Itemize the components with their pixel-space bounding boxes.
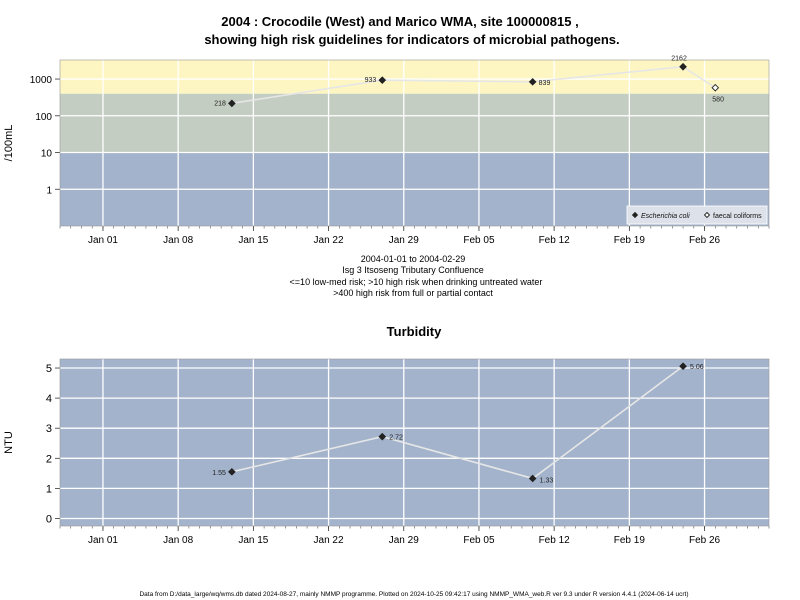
data-point-marker — [711, 83, 720, 92]
x-tick-label: Jan 01 — [88, 535, 118, 546]
legend-entry: faecal coliforms — [713, 213, 762, 220]
y-tick-label: 1 — [46, 185, 52, 196]
x-tick-label: Jan 08 — [163, 235, 193, 246]
series-line — [231, 365, 684, 480]
annotation-site: Isg 3 Itsoseng Tributary Confluence — [342, 265, 484, 275]
x-tick-label: Feb 26 — [689, 535, 721, 546]
data-point-marker — [228, 99, 236, 108]
plot-frame — [59, 358, 770, 527]
x-tick-label: Jan 29 — [389, 535, 419, 546]
chart-title-line2: showing high risk guidelines for indicat… — [204, 32, 619, 47]
x-tick-label: Feb 05 — [463, 235, 495, 246]
x-tick-label: Jan 08 — [163, 535, 193, 546]
y-tick-label: 3 — [46, 423, 52, 435]
microbial-panel: Jan 01 Jan 08 Jan 15 Jan 22 Jan 29 Feb 05 Feb … — [3, 56, 770, 246]
x-tick-label: Feb 12 — [539, 535, 571, 546]
data-label: 933 — [365, 77, 377, 84]
data-label: 2.72 — [389, 435, 403, 442]
x-tick-label: Jan 15 — [238, 535, 268, 546]
data-point-marker — [528, 78, 537, 86]
y-axis-label: /100mL — [3, 125, 15, 162]
x-tick-label: Feb 26 — [689, 235, 721, 246]
y-tick-label: 4 — [46, 393, 52, 405]
y-axis-label: NTU — [3, 431, 15, 454]
legend-box — [626, 205, 768, 225]
legend-entry: Escherichia coli — [641, 213, 690, 220]
data-point-marker — [679, 62, 687, 71]
chart-title-line1: 2004 : Crocodile (West) and Marico WMA, … — [221, 14, 578, 29]
data-point-marker — [228, 468, 236, 476]
x-tick-label: Jan 22 — [314, 535, 344, 546]
turbidity-title: Turbidity — [387, 324, 442, 339]
annotation-low-risk: <=10 low-med risk; >10 high risk when dr… — [290, 277, 543, 287]
data-label: 1.55 — [212, 470, 226, 477]
data-label: 580 — [712, 97, 724, 104]
data-label: 218 — [214, 100, 226, 107]
x-tick-label: Jan 15 — [238, 235, 268, 246]
plot-background — [60, 359, 769, 526]
y-tick-label: 1000 — [30, 75, 53, 86]
legend-marker — [631, 211, 639, 219]
data-label: 1.33 — [540, 477, 554, 484]
annotation-date-range: 2004-01-01 to 2004-02-29 — [361, 254, 466, 264]
data-point-marker — [378, 432, 387, 441]
data-label: 5.06 — [690, 364, 704, 371]
legend: Escherichia coli faecal coliforms — [626, 205, 768, 225]
plot-frame — [59, 59, 770, 227]
risk-band-2 — [60, 60, 769, 94]
data-label: 839 — [539, 80, 551, 87]
x-tick-label: Jan 22 — [314, 235, 344, 246]
data-label: 2162 — [671, 56, 687, 63]
x-tick-label: Jan 01 — [88, 235, 118, 246]
data-point-marker — [378, 76, 387, 84]
legend-marker — [703, 211, 711, 219]
risk-band-1 — [60, 93, 769, 153]
x-tick-label: Feb 19 — [614, 235, 646, 246]
y-tick-label: 2 — [46, 453, 52, 465]
turbidity-panel: Jan 01 Jan 08 Jan 15 Jan 22 Jan 29 Feb 05 Feb … — [3, 358, 770, 546]
data-point-marker — [528, 474, 537, 483]
footer-note: Data from D:/data_large/wq/wms.db dated … — [139, 591, 688, 598]
x-tick-label: Feb 12 — [539, 235, 571, 246]
x-tick-label: Jan 29 — [389, 235, 419, 246]
data-point-marker — [679, 362, 687, 371]
y-tick-label: 10 — [41, 149, 53, 160]
y-tick-label: 0 — [46, 513, 52, 525]
y-tick-label: 100 — [35, 112, 52, 123]
y-tick-label: 5 — [46, 363, 52, 375]
y-tick-label: 1 — [46, 483, 52, 495]
x-tick-label: Feb 05 — [463, 535, 495, 546]
annotation-high-risk: >400 high risk from full or partial cont… — [333, 288, 493, 298]
x-tick-label: Feb 19 — [614, 535, 646, 546]
